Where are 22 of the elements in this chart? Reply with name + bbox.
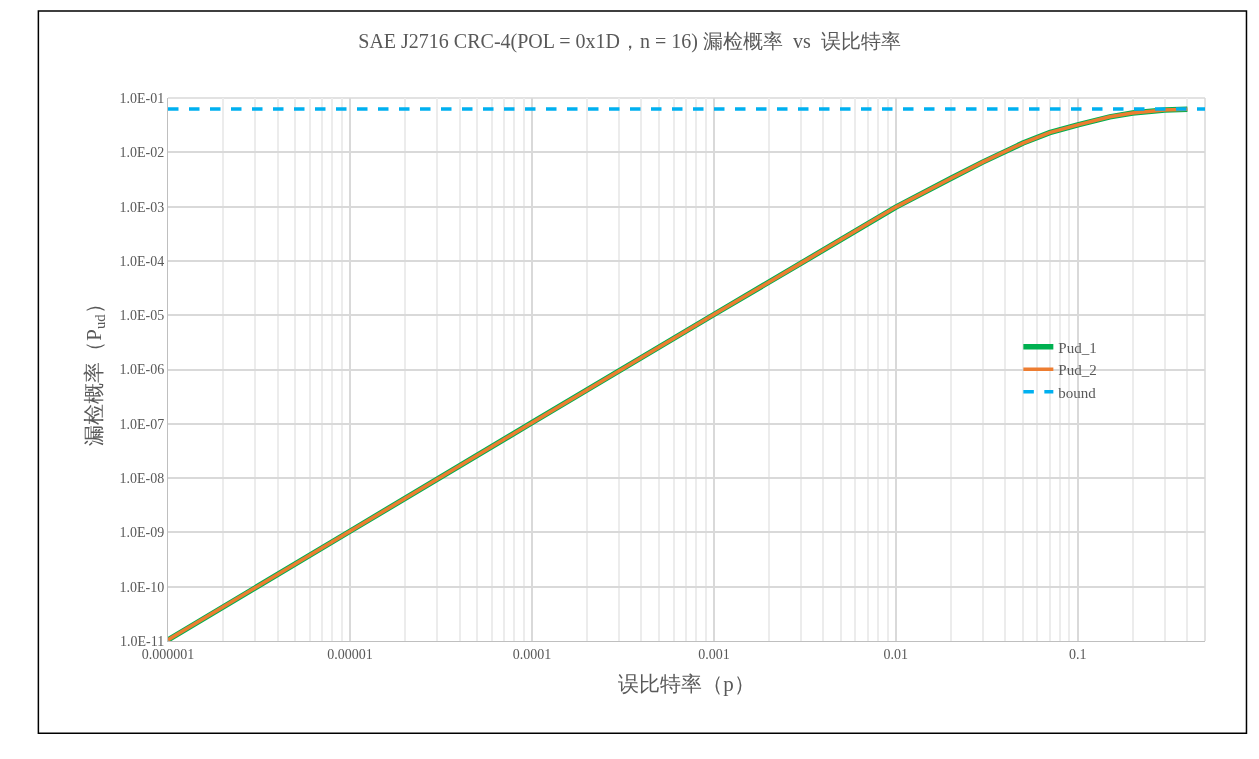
x-tick-label: 0.000001 (141, 646, 195, 662)
y-tick-label: 1.0E-05 (119, 308, 165, 324)
x-tick-label: 0.001 (698, 646, 730, 662)
y-tick-label: 1.0E-11 (120, 633, 165, 649)
x-tick-label: 0.01 (883, 646, 909, 662)
y-tick-label: 1.0E-06 (119, 362, 165, 378)
y-tick-label: 1.0E-10 (119, 579, 165, 595)
y-tick-label: 1.0E-09 (119, 525, 165, 541)
legend-label: bound (1058, 384, 1097, 401)
x-axis-title: 误比特率（p） (618, 672, 755, 696)
y-tick-label: 1.0E-07 (119, 416, 165, 432)
y-tick-label: 1.0E-03 (119, 199, 165, 215)
y-tick-label: 1.0E-01 (119, 90, 165, 106)
x-tick-label: 0.0001 (512, 646, 552, 662)
y-tick-label: 1.0E-04 (119, 253, 165, 269)
legend-label: Pud_2 (1058, 362, 1097, 379)
chart-title: SAE J2716 CRC-4(POL = 0x1D，n = 16) 漏检概率 vs 误比特率 (358, 30, 901, 54)
legend-label: Pud_1 (1058, 339, 1097, 356)
y-tick-label: 1.0E-02 (119, 145, 165, 161)
x-tick-label: 0.1 (1069, 646, 1087, 662)
y-tick-label: 1.0E-08 (119, 471, 165, 486)
x-tick-label: 0.00001 (327, 646, 373, 662)
